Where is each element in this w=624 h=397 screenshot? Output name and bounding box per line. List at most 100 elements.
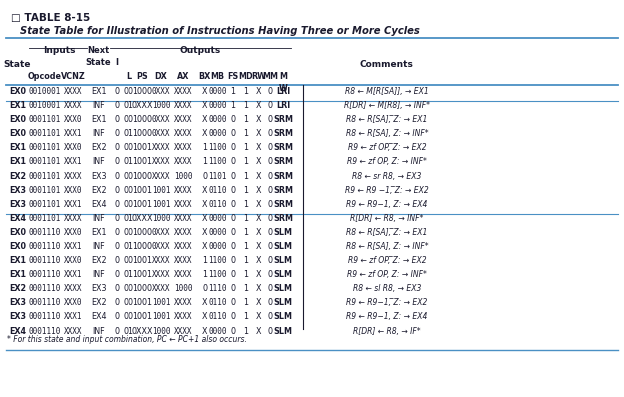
Text: 0: 0 (268, 270, 273, 279)
Text: 0: 0 (230, 200, 235, 209)
Text: XXXX: XXXX (152, 172, 170, 181)
Text: 0: 0 (268, 101, 273, 110)
Text: 1000: 1000 (152, 326, 170, 335)
Text: XXXX: XXXX (174, 214, 193, 223)
Text: X: X (256, 228, 261, 237)
Text: SLM: SLM (274, 228, 293, 237)
Text: 0: 0 (230, 270, 235, 279)
Text: LRI: LRI (276, 101, 290, 110)
Text: EX2: EX2 (90, 143, 107, 152)
Text: 0: 0 (268, 326, 273, 335)
Text: 0010001: 0010001 (29, 101, 61, 110)
Text: R9 ← zf OP, Z: → INF*: R9 ← zf OP, Z: → INF* (347, 270, 427, 279)
Text: 0: 0 (230, 326, 235, 335)
Text: 00: 00 (124, 87, 134, 96)
Text: 00: 00 (124, 312, 134, 322)
Text: 1: 1 (243, 143, 248, 152)
Text: 1: 1 (243, 87, 248, 96)
Text: X: X (202, 87, 207, 96)
Text: 1: 1 (243, 284, 248, 293)
Text: 0: 0 (114, 101, 119, 110)
Text: 0: 0 (230, 172, 235, 181)
Text: 01: 01 (124, 101, 134, 110)
Text: 1: 1 (243, 185, 248, 195)
Text: EX0: EX0 (9, 242, 26, 251)
Text: 0: 0 (114, 129, 119, 138)
Text: 0000: 0000 (208, 228, 227, 237)
Text: SRM: SRM (273, 185, 293, 195)
Text: XXX1: XXX1 (64, 157, 83, 166)
Text: XXX1: XXX1 (64, 129, 83, 138)
Text: 0: 0 (230, 214, 235, 223)
Text: 00: 00 (124, 256, 134, 265)
Text: M: M (280, 72, 287, 81)
Text: 1100: 1100 (208, 270, 227, 279)
Text: EX0: EX0 (9, 129, 26, 138)
Text: State: State (85, 58, 112, 67)
Text: 0: 0 (268, 284, 273, 293)
Text: R8 ← M[R[SA]], → EX1: R8 ← M[R[SA]], → EX1 (345, 87, 429, 96)
Text: 01: 01 (124, 214, 134, 223)
Text: 1: 1 (243, 200, 248, 209)
Text: 1000: 1000 (152, 214, 170, 223)
Text: X: X (256, 312, 261, 322)
Text: XXXX: XXXX (152, 256, 170, 265)
Text: 1: 1 (202, 143, 207, 152)
Text: 0: 0 (114, 214, 119, 223)
Text: X: X (256, 185, 261, 195)
Text: MB: MB (211, 72, 225, 81)
Text: SLM: SLM (274, 284, 293, 293)
Text: 0001110: 0001110 (29, 256, 61, 265)
Text: EX4: EX4 (9, 326, 26, 335)
Text: X: X (256, 200, 261, 209)
Text: X: X (202, 299, 207, 307)
Text: 0001101: 0001101 (29, 172, 61, 181)
Text: XXXX: XXXX (174, 185, 193, 195)
Text: 1000: 1000 (132, 87, 152, 96)
Text: LRI: LRI (276, 87, 290, 96)
Text: FS: FS (227, 72, 238, 81)
Text: 0: 0 (114, 228, 119, 237)
Text: X: X (202, 228, 207, 237)
Text: 1000: 1000 (174, 284, 193, 293)
Text: XXX1: XXX1 (64, 200, 83, 209)
Text: R9 ← R9−1, Z: → EX4: R9 ← R9−1, Z: → EX4 (346, 200, 427, 209)
Text: XXX0: XXX0 (64, 115, 83, 124)
Text: 0: 0 (230, 242, 235, 251)
Text: 00: 00 (124, 299, 134, 307)
Text: 0: 0 (268, 228, 273, 237)
Text: 0: 0 (114, 299, 119, 307)
Text: XXXX: XXXX (174, 115, 193, 124)
Text: 01: 01 (124, 129, 134, 138)
Text: R[DR] ← R8, → INF*: R[DR] ← R8, → INF* (350, 214, 424, 223)
Text: 0001101: 0001101 (29, 157, 61, 166)
Text: X: X (256, 172, 261, 181)
Text: EX1: EX1 (9, 157, 26, 166)
Text: X: X (202, 326, 207, 335)
Text: 00: 00 (124, 172, 134, 181)
Text: XXXX: XXXX (174, 87, 193, 96)
Text: 1: 1 (243, 256, 248, 265)
Text: 0: 0 (230, 299, 235, 307)
Text: MD: MD (238, 72, 253, 81)
Text: X: X (256, 284, 261, 293)
Text: 0: 0 (114, 200, 119, 209)
Text: VCNZ: VCNZ (61, 72, 86, 81)
Text: R9 ← R9 −1, ̅Z: → EX2: R9 ← R9 −1, ̅Z: → EX2 (345, 185, 429, 195)
Text: XXXX: XXXX (152, 157, 170, 166)
Text: 1000: 1000 (132, 284, 152, 293)
Text: 0: 0 (230, 129, 235, 138)
Text: INF: INF (92, 326, 105, 335)
Text: X: X (202, 242, 207, 251)
Text: 0XXX: 0XXX (152, 87, 170, 96)
Text: R9 ← zf OP, ̅Z: → EX2: R9 ← zf OP, ̅Z: → EX2 (348, 256, 426, 265)
Text: DX: DX (155, 72, 167, 81)
Text: XXX0: XXX0 (64, 299, 83, 307)
Text: 0: 0 (230, 312, 235, 322)
Text: 0001110: 0001110 (29, 326, 61, 335)
Text: 0001101: 0001101 (29, 143, 61, 152)
Text: 1101: 1101 (208, 172, 227, 181)
Text: 1110: 1110 (208, 284, 227, 293)
Text: EX2: EX2 (90, 256, 107, 265)
Text: 0: 0 (202, 172, 207, 181)
